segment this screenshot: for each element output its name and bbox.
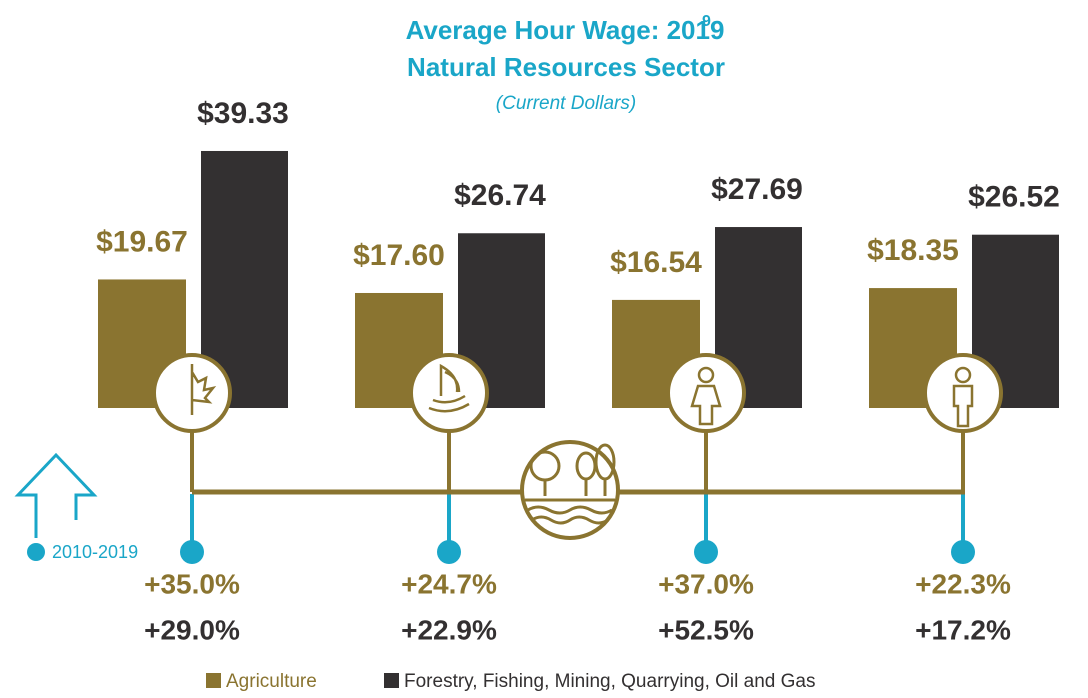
value-label: $27.69: [711, 173, 803, 206]
icon-glyph: [690, 366, 722, 426]
value-label: $26.74: [454, 179, 546, 212]
change-label: +24.7%: [401, 568, 497, 599]
legend-label: Forestry, Fishing, Mining, Quarrying, Oi…: [404, 671, 815, 692]
change-label: +52.5%: [658, 614, 754, 645]
subtitle: Natural Resources Sector: [407, 52, 725, 82]
change-label: +17.2%: [915, 614, 1011, 645]
legend-swatch: [384, 673, 399, 688]
change-dot: [694, 540, 718, 564]
change-label: +35.0%: [144, 568, 240, 599]
change-label: +37.0%: [658, 568, 754, 599]
period-label: 2010-2019: [52, 542, 138, 562]
change-dot: [180, 540, 204, 564]
change-dot: [437, 540, 461, 564]
change-label: +22.3%: [915, 568, 1011, 599]
icon: [923, 353, 1003, 433]
legend-swatch: [206, 673, 221, 688]
marks: $19.67 $39.33 +35.0% +29.0% $17.60 $26.74 +24.…: [96, 97, 1060, 645]
icon-glyph: [428, 363, 470, 413]
change-dot: [951, 540, 975, 564]
icon-glyph: [952, 366, 974, 428]
change-label: +22.9%: [401, 614, 497, 645]
period-dot: [27, 543, 45, 561]
nature-icon-lines: [525, 443, 616, 525]
value-label: $16.54: [610, 246, 702, 279]
icon-glyph: [190, 364, 217, 415]
change-label: +29.0%: [144, 614, 240, 645]
arrow-icon: [14, 452, 98, 538]
value-label: $26.52: [968, 181, 1060, 214]
value-label: $19.67: [96, 225, 188, 258]
icon: [666, 353, 746, 433]
icon: [409, 353, 489, 433]
value-label: $17.60: [353, 239, 445, 272]
subtitle-note: (Current Dollars): [496, 93, 636, 114]
value-label: $18.35: [867, 234, 959, 267]
title-footnote: 9: [702, 13, 711, 30]
value-label: $39.33: [197, 97, 289, 130]
legend-label: Agriculture: [226, 671, 317, 692]
chart-title: Average Hour Wage: 2019: [406, 15, 725, 45]
